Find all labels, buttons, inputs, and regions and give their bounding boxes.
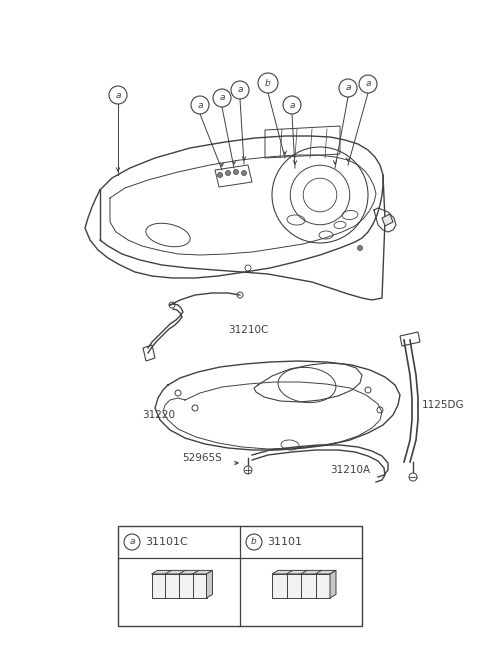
Text: a: a bbox=[345, 83, 351, 92]
Text: 31210C: 31210C bbox=[228, 325, 268, 335]
Text: a: a bbox=[219, 94, 225, 102]
Circle shape bbox=[233, 169, 239, 174]
Text: 52965S: 52965S bbox=[182, 453, 222, 463]
Circle shape bbox=[109, 86, 127, 104]
Text: 31210A: 31210A bbox=[330, 465, 370, 475]
Text: a: a bbox=[115, 91, 121, 100]
Circle shape bbox=[359, 75, 377, 93]
Text: a: a bbox=[237, 85, 243, 94]
Text: 31220: 31220 bbox=[142, 410, 175, 420]
Text: a: a bbox=[197, 100, 203, 110]
Circle shape bbox=[244, 466, 252, 474]
Polygon shape bbox=[272, 574, 330, 598]
FancyBboxPatch shape bbox=[118, 526, 362, 626]
Circle shape bbox=[226, 171, 230, 176]
Text: a: a bbox=[289, 100, 295, 110]
Polygon shape bbox=[330, 571, 336, 598]
Circle shape bbox=[246, 534, 262, 550]
Circle shape bbox=[409, 473, 417, 481]
Circle shape bbox=[339, 79, 357, 97]
Circle shape bbox=[358, 245, 362, 251]
Polygon shape bbox=[382, 214, 393, 226]
Circle shape bbox=[124, 534, 140, 550]
Polygon shape bbox=[206, 571, 213, 598]
Circle shape bbox=[217, 173, 223, 178]
Text: a: a bbox=[365, 79, 371, 89]
Text: b: b bbox=[251, 537, 257, 546]
Polygon shape bbox=[152, 571, 213, 574]
Circle shape bbox=[213, 89, 231, 107]
Text: 31101C: 31101C bbox=[145, 537, 188, 547]
Circle shape bbox=[258, 73, 278, 93]
Text: 1125DG: 1125DG bbox=[422, 400, 465, 410]
Text: b: b bbox=[265, 79, 271, 87]
Circle shape bbox=[241, 171, 247, 176]
Polygon shape bbox=[272, 571, 336, 574]
Circle shape bbox=[283, 96, 301, 114]
Circle shape bbox=[191, 96, 209, 114]
Text: 31101: 31101 bbox=[267, 537, 302, 547]
Text: a: a bbox=[129, 537, 135, 546]
Polygon shape bbox=[152, 574, 206, 598]
Circle shape bbox=[231, 81, 249, 99]
